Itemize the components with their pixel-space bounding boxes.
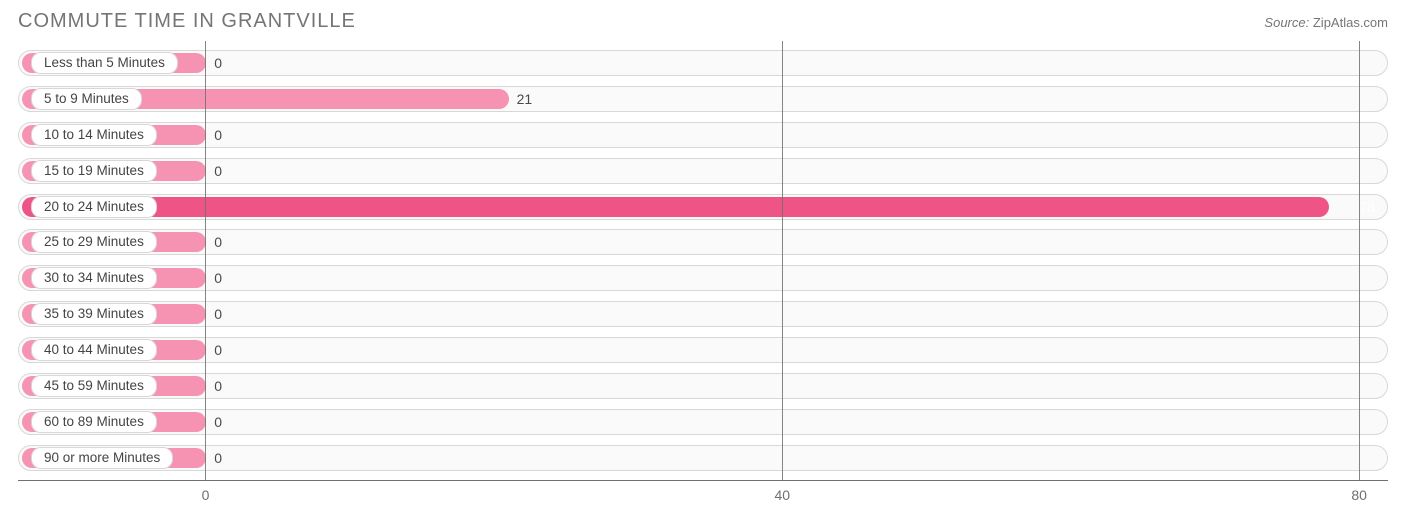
gridline <box>205 41 206 480</box>
source-value: ZipAtlas.com <box>1313 15 1388 30</box>
value-label: 0 <box>214 163 222 179</box>
x-tick-label: 40 <box>775 487 791 503</box>
bar-track: 90 or more Minutes 0 <box>18 445 1388 471</box>
x-axis: 0 40 80 <box>18 481 1388 509</box>
category-label: 15 to 19 Minutes <box>31 160 157 182</box>
category-label: 20 to 24 Minutes <box>31 196 157 218</box>
chart-title: COMMUTE TIME IN GRANTVILLE <box>18 10 356 33</box>
category-label: 35 to 39 Minutes <box>31 303 157 325</box>
bar-track: 40 to 44 Minutes 0 <box>18 337 1388 363</box>
bar-track: 10 to 14 Minutes 0 <box>18 122 1388 148</box>
category-label: 30 to 34 Minutes <box>31 267 157 289</box>
bar-track: 15 to 19 Minutes 0 <box>18 158 1388 184</box>
value-label: 0 <box>214 270 222 286</box>
bar-track: 5 to 9 Minutes 21 <box>18 86 1388 112</box>
value-label: 0 <box>214 55 222 71</box>
category-label: 10 to 14 Minutes <box>31 124 157 146</box>
value-label: 0 <box>214 127 222 143</box>
chart-header: COMMUTE TIME IN GRANTVILLE Source: ZipAt… <box>0 0 1406 41</box>
value-label: 0 <box>214 414 222 430</box>
bar-track: Less than 5 Minutes 0 <box>18 50 1388 76</box>
bar-track: 45 to 59 Minutes 0 <box>18 373 1388 399</box>
value-label: 0 <box>214 342 222 358</box>
value-label: 0 <box>214 378 222 394</box>
value-label: 21 <box>517 91 533 107</box>
gridline <box>1359 41 1360 480</box>
bar-track: 35 to 39 Minutes 0 <box>18 301 1388 327</box>
category-label: 25 to 29 Minutes <box>31 231 157 253</box>
category-label: 60 to 89 Minutes <box>31 411 157 433</box>
x-tick-label: 80 <box>1351 487 1367 503</box>
bar-track: 25 to 29 Minutes 0 <box>18 229 1388 255</box>
gridline <box>782 41 783 480</box>
chart-plot: Less than 5 Minutes 0 5 to 9 Minutes 21 10 t… <box>18 41 1388 481</box>
category-label: 40 to 44 Minutes <box>31 339 157 361</box>
chart-rows: Less than 5 Minutes 0 5 to 9 Minutes 21 10 t… <box>18 41 1388 480</box>
value-label: 78 <box>1359 199 1375 215</box>
category-label: 5 to 9 Minutes <box>31 88 142 110</box>
bar-track: 20 to 24 Minutes 78 <box>18 194 1388 220</box>
bar-track: 60 to 89 Minutes 0 <box>18 409 1388 435</box>
value-label: 0 <box>214 234 222 250</box>
chart-area: Less than 5 Minutes 0 5 to 9 Minutes 21 10 t… <box>0 41 1406 509</box>
value-label: 0 <box>214 450 222 466</box>
source-label: Source: <box>1264 15 1309 30</box>
category-label: 90 or more Minutes <box>31 447 173 469</box>
x-tick-label: 0 <box>202 487 210 503</box>
bar-track: 30 to 34 Minutes 0 <box>18 265 1388 291</box>
bar <box>22 197 1329 217</box>
category-label: Less than 5 Minutes <box>31 52 178 74</box>
value-label: 0 <box>214 306 222 322</box>
category-label: 45 to 59 Minutes <box>31 375 157 397</box>
chart-source: Source: ZipAtlas.com <box>1264 15 1388 30</box>
